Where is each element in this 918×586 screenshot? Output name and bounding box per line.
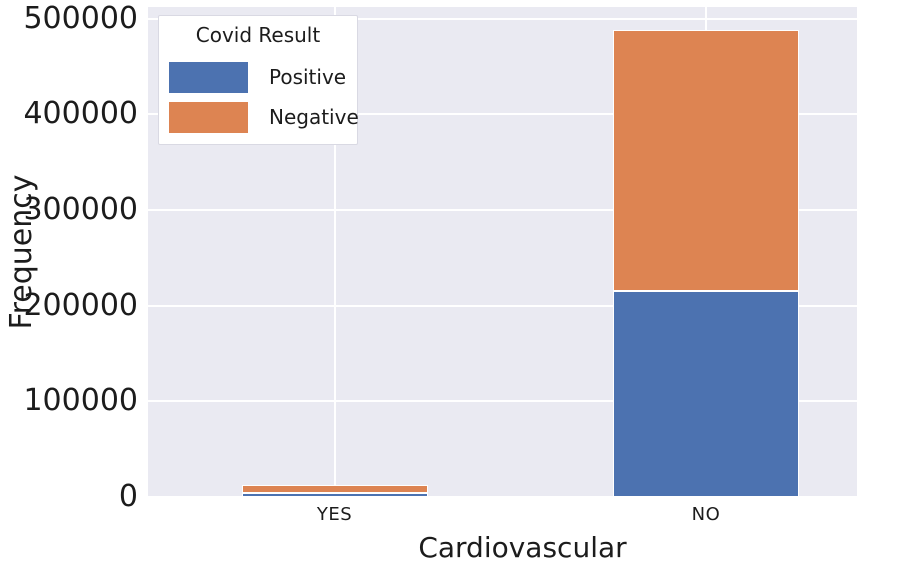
bar-segment-no-negative (613, 30, 799, 291)
h-gridline (148, 304, 857, 307)
v-gridline (333, 7, 336, 497)
y-tick-label: 500000 (23, 0, 138, 36)
legend: Covid Result Positive Negative (158, 15, 359, 145)
y-tick-label: 400000 (23, 96, 138, 132)
bar-segment-no-positive (613, 290, 799, 497)
legend-item: Positive (169, 62, 347, 93)
y-tick-label: 100000 (23, 383, 138, 419)
legend-items: Positive Negative (169, 62, 359, 133)
h-gridline (148, 496, 857, 497)
legend-swatch-negative (169, 102, 248, 133)
h-gridline (148, 208, 857, 211)
bar-segment-yes-positive (241, 492, 428, 497)
h-gridline (148, 113, 857, 116)
legend-swatch-positive (169, 62, 248, 93)
h-gridline (148, 400, 857, 403)
y-tick-label: 0 (118, 479, 138, 514)
legend-label: Positive (269, 65, 347, 89)
y-tick-label: 200000 (23, 287, 138, 323)
legend-label: Negative (269, 105, 359, 129)
x-tick-label: NO (691, 504, 721, 525)
legend-item: Negative (169, 102, 359, 133)
y-axis-label: Frequency (4, 174, 39, 330)
bar-segment-yes-negative (241, 485, 428, 493)
x-tick-label: YES (316, 504, 353, 525)
y-tick-label: 300000 (23, 191, 138, 227)
x-axis-label: Cardiovascular (418, 531, 627, 564)
plot-area (148, 7, 857, 497)
legend-title: Covid Result (195, 23, 321, 47)
h-gridline (148, 17, 857, 20)
